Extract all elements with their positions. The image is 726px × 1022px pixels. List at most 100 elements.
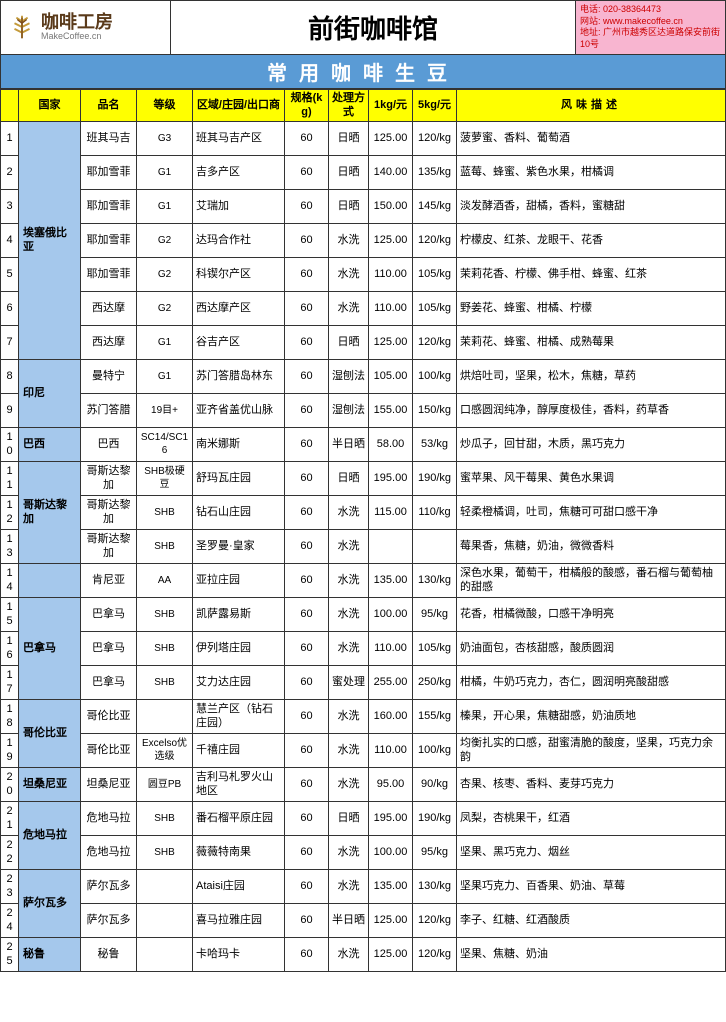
table-row: 7西达摩G1谷吉产区60日晒125.00120/kg茉莉花、蜂蜜、柑橘、成熟莓果 — [1, 326, 726, 360]
table-row: 8印尼曼特宁G1苏门答腊岛林东60湿刨法105.00100/kg烘焙吐司，坚果，… — [1, 360, 726, 394]
logo-en: MakeCoffee.cn — [41, 32, 113, 42]
country-cell — [19, 564, 81, 598]
table-row: 21危地马拉危地马拉SHB番石榴平原庄园60日晒195.00190/kg凤梨，杏… — [1, 802, 726, 836]
cell-spec: 60 — [285, 156, 329, 190]
cell-name: 苏门答腊 — [81, 394, 137, 428]
cell-grade — [137, 700, 193, 734]
country-cell: 巴西 — [19, 428, 81, 462]
cell-p5: 105/kg — [413, 632, 457, 666]
cell-p1: 110.00 — [369, 258, 413, 292]
cell-region: 番石榴平原庄园 — [193, 802, 285, 836]
cell-grade: G1 — [137, 190, 193, 224]
cell-flavor: 李子、红糖、红酒酸质 — [457, 904, 726, 938]
row-index: 24 — [1, 904, 19, 938]
cell-process: 日晒 — [329, 462, 369, 496]
table-row: 17巴拿马SHB艾力达庄园60蜜处理255.00250/kg柑橘，牛奶巧克力，杏… — [1, 666, 726, 700]
cell-grade: G1 — [137, 360, 193, 394]
table-head: 国家品名等级区域/庄园/出口商规格(kg)处理方式1kg/元5kg/元风味描述 — [1, 89, 726, 122]
cell-grade: SHB — [137, 632, 193, 666]
cell-process: 日晒 — [329, 190, 369, 224]
cell-flavor: 均衡扎实的口感，甜蜜清脆的酸度，坚果，巧克力余韵 — [457, 734, 726, 768]
cell-grade: 圆豆PB — [137, 768, 193, 802]
cell-region: 科锲尔产区 — [193, 258, 285, 292]
table-row: 3耶加雪菲G1艾瑞加60日晒150.00145/kg淡发酵酒香，甜橘，香料，蜜糖… — [1, 190, 726, 224]
cell-spec: 60 — [285, 734, 329, 768]
cell-p5: 120/kg — [413, 938, 457, 972]
cell-grade: SHB — [137, 802, 193, 836]
country-cell: 印尼 — [19, 360, 81, 428]
col-header: 国家 — [19, 89, 81, 122]
cell-name: 耶加雪菲 — [81, 224, 137, 258]
cell-grade — [137, 904, 193, 938]
cell-p5: 190/kg — [413, 462, 457, 496]
cell-grade: G2 — [137, 258, 193, 292]
cell-spec: 60 — [285, 564, 329, 598]
logo-text: 咖啡工房 MakeCoffee.cn — [41, 13, 113, 43]
cell-name: 萨尔瓦多 — [81, 904, 137, 938]
table-row: 1埃塞俄比亚班其马吉G3班其马吉产区60日晒125.00120/kg菠萝蜜、香料… — [1, 122, 726, 156]
header: 咖啡工房 MakeCoffee.cn 前街咖啡馆 电话: 020-3836447… — [0, 0, 726, 55]
row-index: 15 — [1, 598, 19, 632]
cell-p1: 58.00 — [369, 428, 413, 462]
cell-process: 水洗 — [329, 496, 369, 530]
contact-web: 网站: www.makecoffee.cn — [580, 16, 721, 28]
cell-region: 凯萨露易斯 — [193, 598, 285, 632]
cell-flavor: 蜜苹果、风干莓果、黄色水果调 — [457, 462, 726, 496]
row-index: 3 — [1, 190, 19, 224]
cell-name: 哥斯达黎加 — [81, 462, 137, 496]
logo-cn: 咖啡工房 — [41, 13, 113, 33]
cell-region: 达玛合作社 — [193, 224, 285, 258]
cell-grade: SHB — [137, 496, 193, 530]
row-index: 25 — [1, 938, 19, 972]
cell-p5: 100/kg — [413, 734, 457, 768]
cell-grade: Excelso优选级 — [137, 734, 193, 768]
cell-process: 水洗 — [329, 292, 369, 326]
cell-process: 水洗 — [329, 734, 369, 768]
table-row: 16巴拿马SHB伊列塔庄园60水洗110.00105/kg奶油面包，杏核甜感，酸… — [1, 632, 726, 666]
cell-p5: 53/kg — [413, 428, 457, 462]
cell-flavor: 烘焙吐司，坚果，松木，焦糖，草药 — [457, 360, 726, 394]
cell-region: 亚齐省盖优山脉 — [193, 394, 285, 428]
cell-p5: 120/kg — [413, 224, 457, 258]
row-index: 6 — [1, 292, 19, 326]
cell-flavor: 杏果、核枣、香料、麦芽巧克力 — [457, 768, 726, 802]
country-cell: 埃塞俄比亚 — [19, 122, 81, 360]
row-index: 13 — [1, 530, 19, 564]
cell-flavor: 坚果巧克力、百香果、奶油、草莓 — [457, 870, 726, 904]
cell-p5: 155/kg — [413, 700, 457, 734]
cell-process: 水洗 — [329, 938, 369, 972]
table-row: 23萨尔瓦多萨尔瓦多Ataisi庄园60水洗135.00130/kg坚果巧克力、… — [1, 870, 726, 904]
cell-spec: 60 — [285, 632, 329, 666]
table-row: 22危地马拉SHB薇薇特南果60水洗100.0095/kg坚果、黑巧克力、烟丝 — [1, 836, 726, 870]
cell-flavor: 茉莉花、蜂蜜、柑橘、成熟莓果 — [457, 326, 726, 360]
cell-name: 萨尔瓦多 — [81, 870, 137, 904]
cell-grade — [137, 870, 193, 904]
cell-process: 水洗 — [329, 258, 369, 292]
cell-name: 耶加雪菲 — [81, 258, 137, 292]
cell-p5: 145/kg — [413, 190, 457, 224]
contact-tel: 电话: 020-38364473 — [580, 4, 721, 16]
cell-flavor: 轻柔橙橘调，吐司，焦糖可可甜口感干净 — [457, 496, 726, 530]
cell-p1: 125.00 — [369, 122, 413, 156]
cell-p1: 125.00 — [369, 904, 413, 938]
cell-p5: 190/kg — [413, 802, 457, 836]
cell-process: 水洗 — [329, 836, 369, 870]
cell-process: 日晒 — [329, 326, 369, 360]
cell-region: 艾瑞加 — [193, 190, 285, 224]
cell-p1: 125.00 — [369, 326, 413, 360]
table-row: 6西达摩G2西达摩产区60水洗110.00105/kg野姜花、蜂蜜、柑橘、柠檬 — [1, 292, 726, 326]
table-row: 25秘鲁秘鲁卡哈玛卡60水洗125.00120/kg坚果、焦糖、奶油 — [1, 938, 726, 972]
cell-p1: 100.00 — [369, 836, 413, 870]
row-index: 17 — [1, 666, 19, 700]
cell-p5: 120/kg — [413, 122, 457, 156]
col-header: 规格(kg) — [285, 89, 329, 122]
cell-grade: G1 — [137, 156, 193, 190]
cell-p1: 255.00 — [369, 666, 413, 700]
cell-spec: 60 — [285, 428, 329, 462]
cell-p1: 195.00 — [369, 462, 413, 496]
cell-grade: SHB — [137, 836, 193, 870]
cell-region: 千禧庄园 — [193, 734, 285, 768]
row-index: 8 — [1, 360, 19, 394]
row-index: 11 — [1, 462, 19, 496]
cell-process: 半日晒 — [329, 904, 369, 938]
